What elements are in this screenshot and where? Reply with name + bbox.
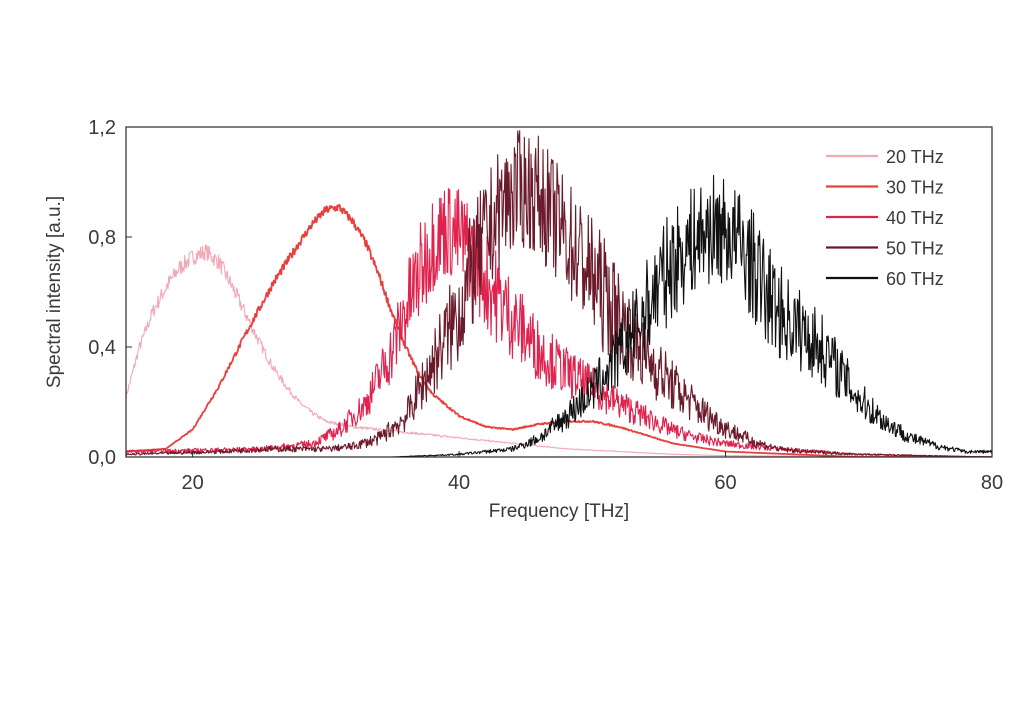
x-axis-title: Frequency [THz]	[489, 501, 629, 522]
y-tick-label: 0,0	[88, 447, 116, 469]
ticks-layer: 20 40 60 80 0,0 0,4 0,8 1,2	[88, 117, 1003, 494]
y-tick-label: 0,4	[88, 337, 116, 359]
plot-frame	[125, 126, 993, 458]
series-layer	[126, 130, 992, 457]
legend: 20 THz 30 THz 40 THz 50 THz 60 THz	[826, 147, 944, 289]
y-tick-label: 0,8	[88, 227, 116, 249]
x-tick-label: 80	[981, 472, 1003, 494]
legend-label: 40 THz	[886, 208, 944, 228]
legend-label: 20 THz	[886, 147, 944, 167]
x-tick-label: 60	[714, 472, 736, 494]
series-line-3	[126, 130, 992, 457]
legend-label: 30 THz	[886, 178, 944, 198]
y-tick-label: 1,2	[88, 117, 116, 139]
series-line-4	[126, 174, 992, 457]
legend-label: 50 THz	[886, 239, 944, 259]
legend-label: 60 THz	[886, 269, 944, 289]
x-tick-label: 40	[448, 472, 470, 494]
y-axis-title: Spectral intensity [a.u.]	[44, 196, 65, 388]
x-tick-label: 20	[181, 472, 203, 494]
